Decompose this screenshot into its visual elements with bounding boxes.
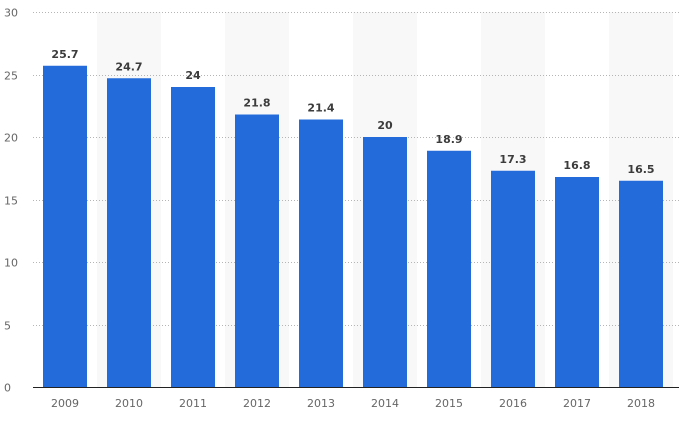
data-label: 24.7 <box>115 60 142 73</box>
x-tick-label: 2018 <box>627 397 655 410</box>
bar-2013 <box>299 119 343 387</box>
x-tick-label: 2014 <box>371 397 399 410</box>
data-label: 20 <box>377 119 393 132</box>
bar-2018 <box>619 180 663 387</box>
data-label: 16.8 <box>563 159 590 172</box>
x-tick-label: 2011 <box>179 397 207 410</box>
bar-2009 <box>43 65 87 387</box>
data-label: 21.8 <box>243 97 270 110</box>
bar-2017 <box>555 177 599 387</box>
data-label: 21.4 <box>307 102 334 115</box>
x-tick-labels: 2009 2010 2011 2012 2013 2014 2015 2016 2017 2018 <box>51 397 655 410</box>
x-tick-label: 2012 <box>243 397 271 410</box>
data-label: 24 <box>185 69 201 82</box>
x-tick-label: 2016 <box>499 397 527 410</box>
bars: 25.7 24.7 24 21.8 21.4 20 18.9 17.3 16.8 16.5 <box>43 48 663 387</box>
y-tick-label: 0 <box>4 382 11 395</box>
bar-2014 <box>363 137 407 387</box>
bar-2010 <box>107 78 151 387</box>
bar-2011 <box>171 87 215 387</box>
bar-2015 <box>427 150 471 387</box>
x-tick-label: 2017 <box>563 397 591 410</box>
y-tick-label: 25 <box>4 70 18 83</box>
y-tick-label: 20 <box>4 132 18 145</box>
bar-2016 <box>491 170 535 387</box>
x-tick-label: 2013 <box>307 397 335 410</box>
bar-2012 <box>235 114 279 387</box>
y-tick-label: 5 <box>4 320 11 333</box>
y-tick-label: 15 <box>4 195 18 208</box>
x-tick-label: 2015 <box>435 397 463 410</box>
data-label: 25.7 <box>51 48 78 61</box>
y-tick-label: 10 <box>4 257 18 270</box>
data-label: 18.9 <box>435 133 462 146</box>
y-tick-label: 30 <box>4 7 18 20</box>
x-tick-label: 2009 <box>51 397 79 410</box>
data-label: 17.3 <box>499 153 526 166</box>
x-tick-label: 2010 <box>115 397 143 410</box>
data-label: 16.5 <box>627 163 654 176</box>
gridlines: 0 5 10 15 20 25 30 <box>4 7 679 395</box>
